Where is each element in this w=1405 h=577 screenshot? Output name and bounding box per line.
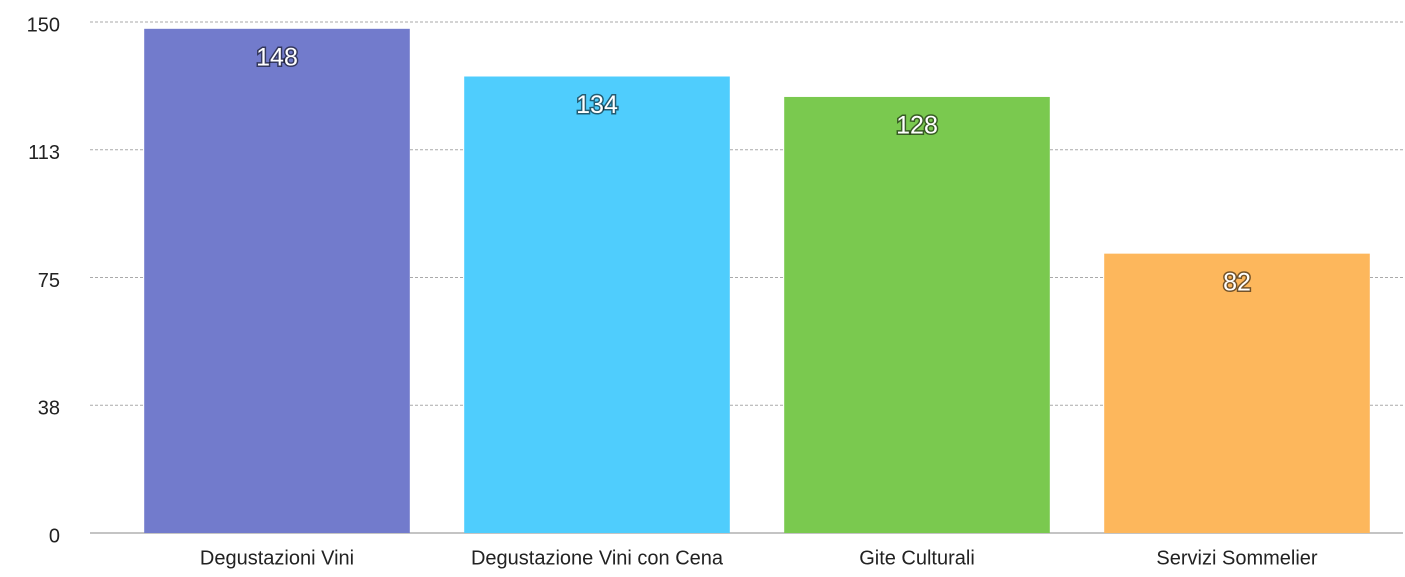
y-tick-label: 150 bbox=[27, 14, 60, 36]
y-tick-label: 0 bbox=[49, 525, 60, 547]
y-tick-label: 75 bbox=[38, 270, 60, 292]
bar bbox=[464, 76, 730, 534]
value-label: 148 bbox=[256, 43, 298, 71]
x-tick-label: Degustazione Vini con Cena bbox=[471, 547, 724, 569]
value-label: 128 bbox=[896, 112, 938, 140]
y-tick-label: 38 bbox=[38, 398, 60, 420]
value-label: 134 bbox=[576, 91, 618, 119]
value-label: 82 bbox=[1223, 268, 1251, 296]
bar bbox=[144, 28, 410, 534]
y-tick-label: 113 bbox=[28, 142, 60, 164]
x-tick-label: Degustazioni Vini bbox=[200, 547, 354, 569]
x-tick-label: Servizi Sommelier bbox=[1156, 547, 1317, 569]
bar bbox=[1104, 253, 1370, 534]
bar bbox=[784, 96, 1050, 534]
x-tick-label: Gite Culturali bbox=[859, 547, 975, 569]
